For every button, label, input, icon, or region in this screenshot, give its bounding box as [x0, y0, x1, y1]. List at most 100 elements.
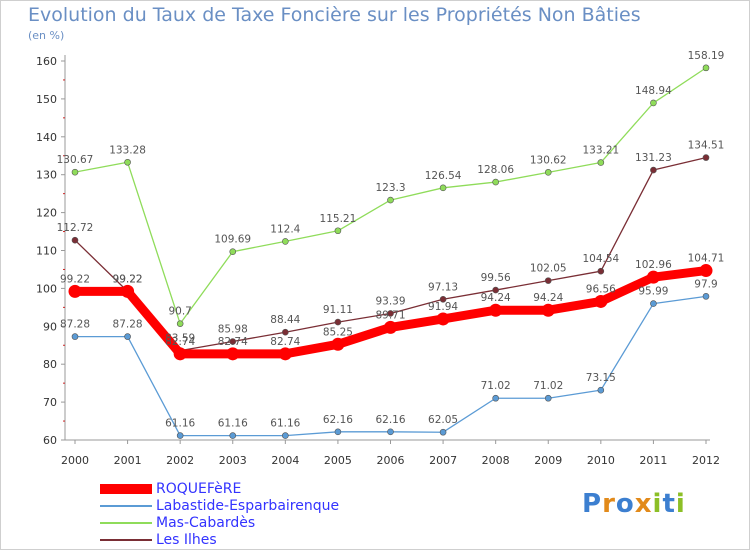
data-label: 99.56 — [481, 272, 511, 284]
data-label: 73.15 — [586, 372, 616, 384]
data-label: 131.23 — [635, 152, 672, 164]
legend-swatch-roquefere — [100, 484, 152, 494]
data-point — [650, 99, 657, 107]
data-point — [331, 337, 345, 351]
data-label: 85.25 — [323, 326, 353, 338]
x-tick-label: 2002 — [166, 454, 194, 467]
data-label: 99.22 — [60, 273, 90, 285]
brand-letter: i — [675, 489, 686, 519]
data-point — [71, 168, 79, 176]
data-label: 82.74 — [218, 336, 248, 348]
data-point — [492, 394, 499, 402]
data-label: 109.69 — [214, 234, 251, 246]
data-label: 82.74 — [165, 336, 195, 348]
legend-swatch-les-ilhes — [100, 539, 152, 541]
x-tick-label: 2011 — [639, 454, 667, 467]
data-label: 99.22 — [113, 273, 143, 285]
data-label: 87.28 — [60, 319, 90, 331]
data-label: 94.24 — [481, 292, 511, 304]
chart-title: Evolution du Taux de Taxe Foncière sur l… — [28, 4, 641, 26]
data-label: 62.05 — [428, 414, 458, 426]
data-label: 97.9 — [694, 278, 717, 290]
data-point — [68, 284, 82, 298]
data-label: 133.28 — [109, 144, 146, 156]
data-point — [121, 284, 135, 298]
data-label: 130.67 — [57, 154, 94, 166]
data-label: 90.7 — [168, 306, 191, 318]
data-point — [124, 333, 131, 340]
data-point — [436, 312, 450, 326]
data-label: 128.06 — [477, 164, 514, 176]
brand-letter: i — [652, 489, 663, 519]
y-tick-label: 120 — [36, 207, 57, 220]
data-point — [597, 386, 605, 394]
data-point — [334, 428, 342, 436]
data-label: 99.22 — [113, 273, 143, 285]
legend-label: Les Ilhes — [156, 532, 217, 548]
data-point — [282, 432, 289, 439]
y-tick-label: 150 — [36, 93, 57, 106]
data-label: 112.72 — [57, 222, 94, 234]
data-point — [387, 196, 394, 204]
y-tick-label: 90 — [43, 320, 57, 333]
data-point — [544, 394, 552, 402]
data-label: 87.28 — [113, 319, 143, 331]
brand-letter: x — [634, 489, 653, 519]
y-tick-label: 130 — [36, 169, 57, 182]
data-label: 123.3 — [375, 182, 405, 194]
data-label: 91.11 — [323, 304, 353, 316]
data-point — [541, 303, 555, 317]
data-label: 62.16 — [375, 414, 405, 426]
data-label: 97.13 — [428, 281, 458, 293]
x-tick-label: 2001 — [114, 454, 142, 467]
x-tick-label: 2010 — [587, 454, 615, 467]
data-point — [702, 293, 710, 300]
legend-swatch-labastide — [100, 505, 152, 507]
data-label: 148.94 — [635, 85, 672, 97]
data-point — [176, 320, 184, 327]
data-point — [646, 270, 660, 284]
data-point — [597, 159, 605, 166]
data-label: 61.16 — [270, 418, 300, 430]
x-tick-label: 2008 — [482, 454, 510, 467]
data-label: 134.51 — [688, 140, 725, 152]
legend-label: Labastide-Esparbairenque — [156, 498, 340, 514]
y-tick-label: 160 — [36, 55, 57, 68]
data-label: 104.71 — [688, 253, 725, 265]
brand-letter: r — [602, 489, 616, 519]
data-label: 82.74 — [270, 336, 300, 348]
data-point — [124, 158, 131, 166]
y-tick-label: 80 — [43, 358, 57, 371]
data-point — [173, 347, 187, 361]
data-label: 115.21 — [320, 213, 357, 225]
y-tick-label: 140 — [36, 131, 57, 144]
data-point — [544, 277, 552, 284]
data-point — [71, 333, 79, 340]
data-point — [702, 154, 710, 161]
data-point — [597, 267, 605, 275]
data-point — [282, 238, 289, 245]
y-axis-unit-label: (en %) — [28, 29, 65, 42]
data-label: 94.24 — [533, 292, 563, 304]
data-point — [229, 248, 237, 255]
data-label: 104.54 — [582, 253, 619, 265]
legend-label: ROQUEFèRE — [156, 481, 242, 497]
data-label: 62.16 — [323, 414, 353, 426]
data-point — [489, 303, 503, 317]
data-point — [439, 428, 447, 436]
data-label: 102.05 — [530, 263, 567, 275]
x-tick-label: 2005 — [324, 454, 352, 467]
x-tick-label: 2003 — [219, 454, 247, 467]
data-label: 83.59 — [165, 333, 195, 345]
brand-letter: P — [582, 489, 603, 519]
data-label: 158.19 — [688, 50, 725, 62]
data-point — [278, 347, 292, 361]
x-tick-label: 2000 — [61, 454, 89, 467]
data-point — [594, 294, 608, 308]
data-label: 89.71 — [375, 309, 405, 321]
data-point — [334, 227, 342, 235]
data-point — [650, 300, 657, 307]
y-tick-label: 100 — [36, 282, 57, 295]
